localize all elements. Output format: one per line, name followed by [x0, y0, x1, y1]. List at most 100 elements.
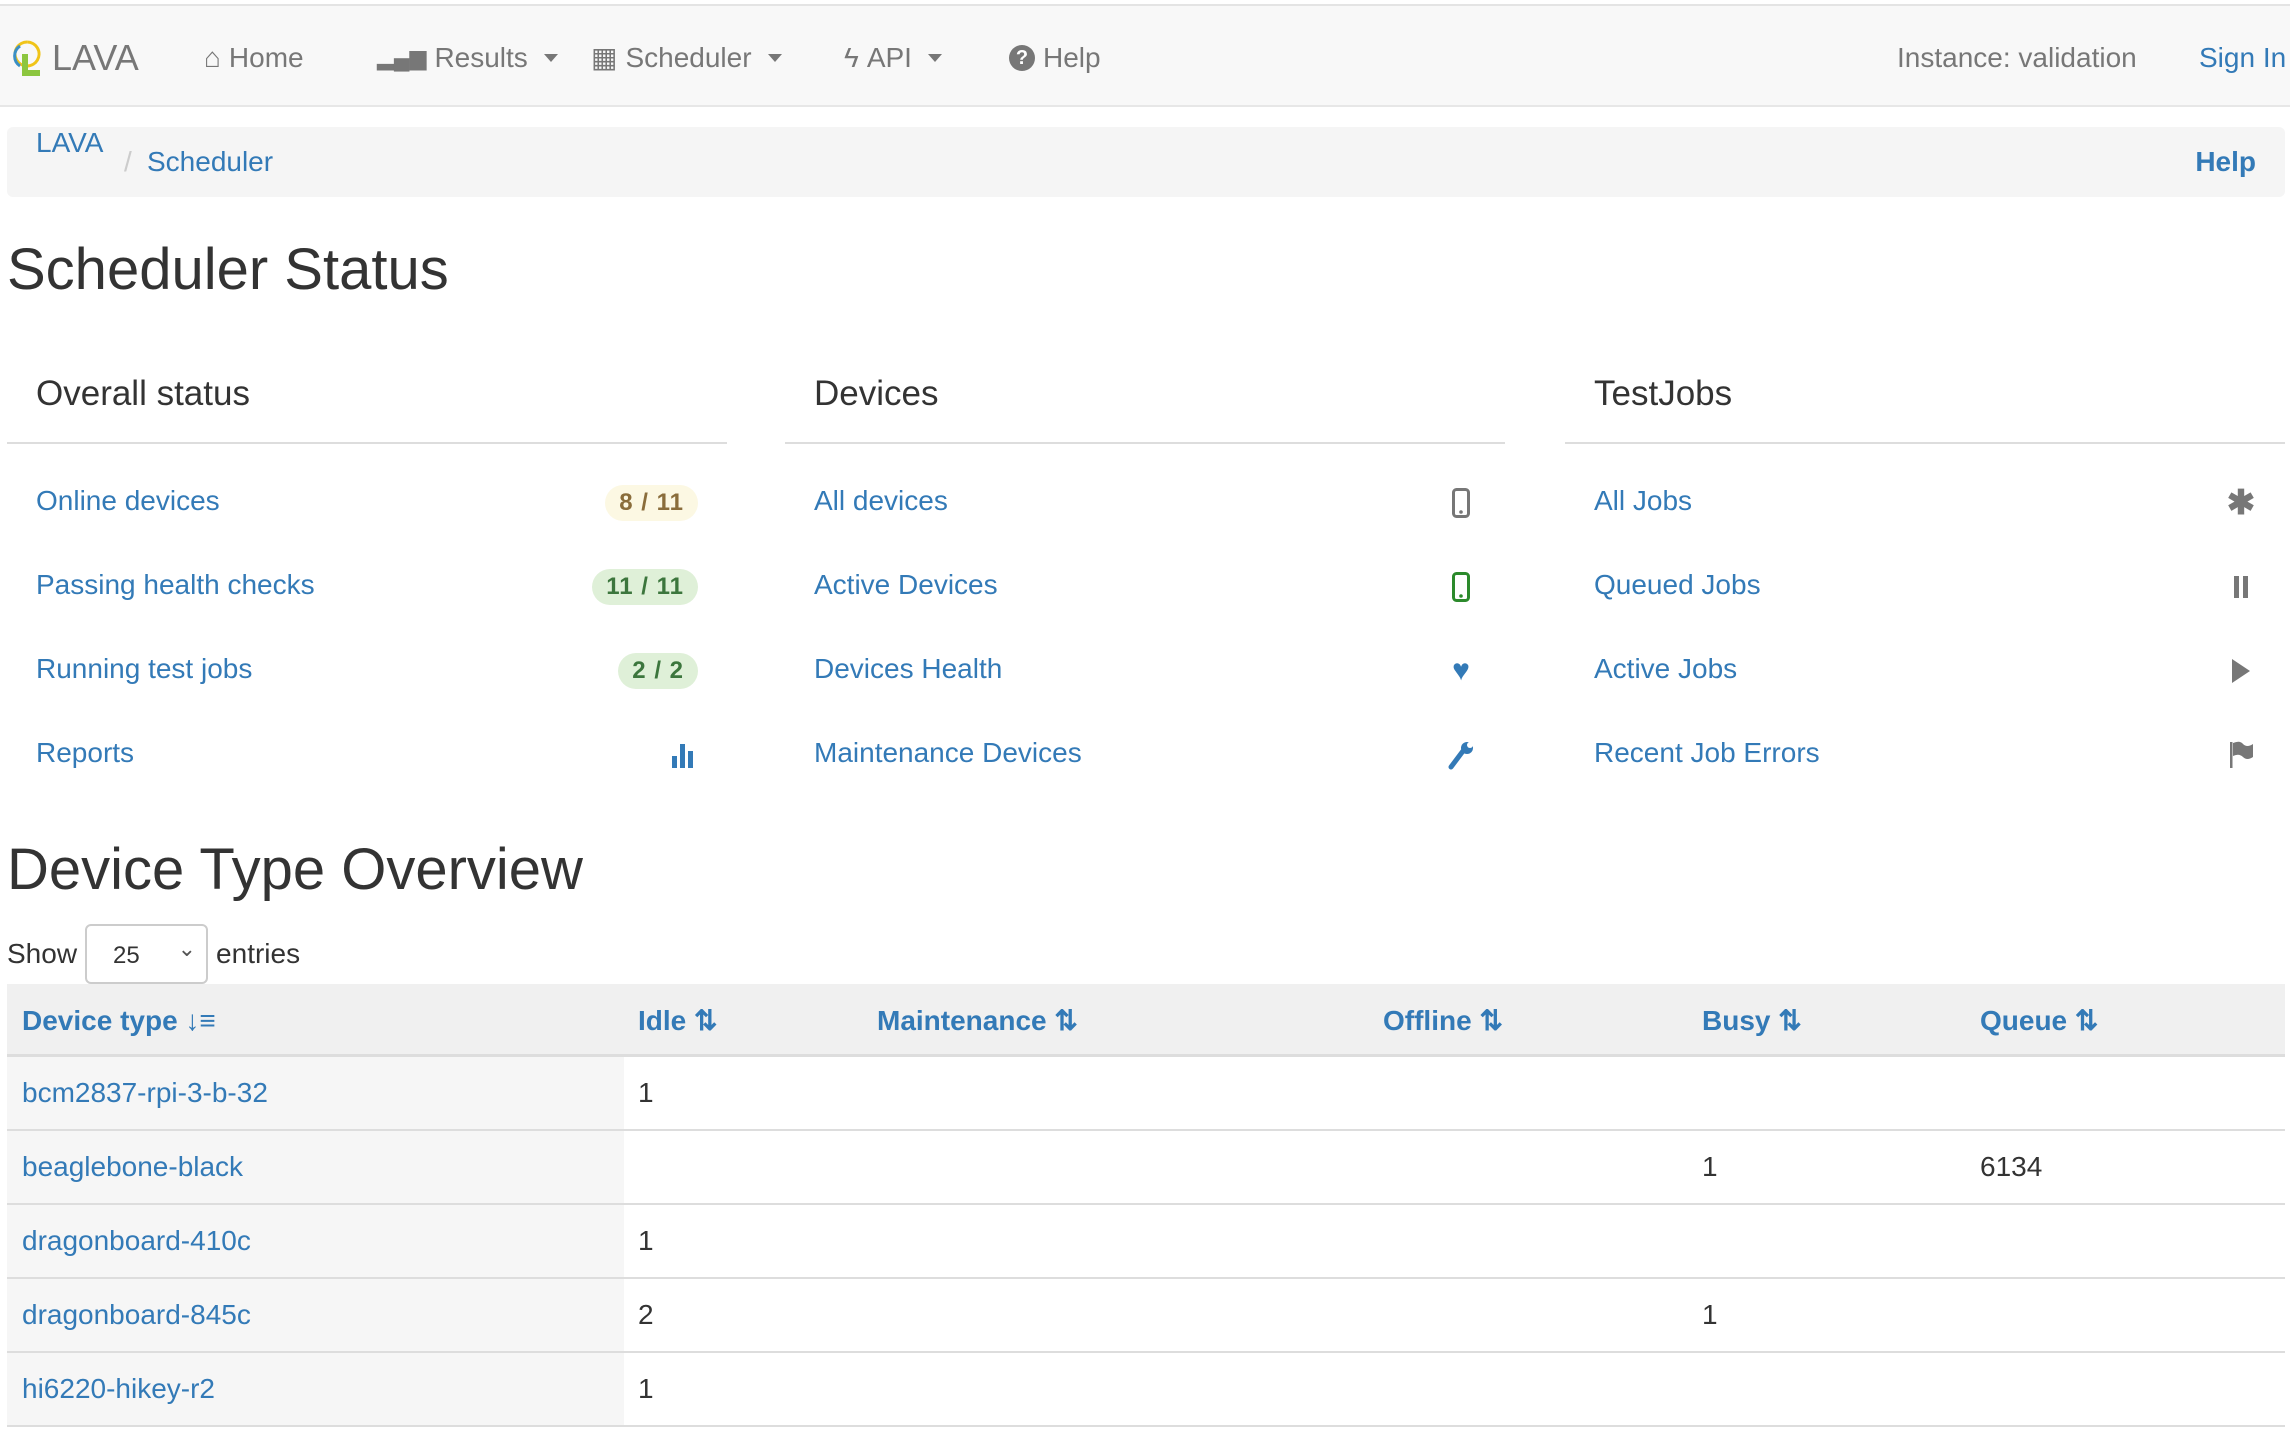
online-devices-row: Online devices 8 / 11	[7, 475, 727, 535]
testjobs-panel: TestJobs All Jobs ✱ Queued Jobs Active Jo…	[1565, 360, 2285, 768]
col-offline[interactable]: Offline ⇅	[1383, 984, 1503, 1057]
nav-home-label: Home	[228, 42, 304, 73]
show-label: Show	[7, 938, 78, 969]
brand-link[interactable]: LAVA	[10, 6, 139, 109]
phone-green-icon	[1446, 569, 1476, 605]
nav-scheduler-label: Scheduler	[625, 42, 752, 73]
sort-icon: ⇅	[1479, 1005, 1503, 1036]
all-devices-row: All devices	[785, 475, 1505, 535]
table-row: dragonboard-845c 2 1	[7, 1279, 2285, 1353]
running-jobs-badge: 2 / 2	[618, 653, 698, 689]
lava-logo-icon	[13, 40, 41, 76]
device-type-link[interactable]: beaglebone-black	[22, 1151, 244, 1182]
job-errors-row: Recent Job Errors	[1565, 727, 2285, 787]
col-label: Busy	[1702, 1005, 1771, 1036]
col-label: Device type	[22, 1005, 178, 1036]
active-devices-row: Active Devices	[785, 559, 1505, 619]
sort-asc-icon: ↓≡	[185, 1005, 216, 1036]
play-icon	[2226, 653, 2256, 689]
reports-link[interactable]: Reports	[36, 737, 135, 768]
queued-jobs-row: Queued Jobs	[1565, 559, 2285, 619]
device-type-link[interactable]: dragonboard-845c	[22, 1299, 251, 1330]
queued-jobs-link[interactable]: Queued Jobs	[1594, 569, 1761, 600]
home-icon: ⌂	[204, 42, 221, 73]
testjobs-heading: TestJobs	[1565, 360, 2285, 444]
nav-results[interactable]: ▂▄▆ Results	[377, 6, 558, 109]
active-devices-link[interactable]: Active Devices	[814, 569, 998, 600]
overall-status-heading: Overall status	[7, 360, 727, 444]
cell-idle: 1	[638, 1077, 654, 1108]
job-errors-link[interactable]: Recent Job Errors	[1594, 737, 1820, 768]
col-label: Maintenance	[877, 1005, 1047, 1036]
breadcrumb-help[interactable]: Help	[2195, 146, 2256, 177]
caret-down-icon	[543, 53, 558, 62]
sort-icon: ⇅	[1778, 1005, 1802, 1036]
nav-help[interactable]: ? Help	[1009, 6, 1101, 109]
col-maintenance[interactable]: Maintenance ⇅	[877, 984, 1078, 1057]
maintenance-devices-link[interactable]: Maintenance Devices	[814, 737, 1082, 768]
nav-help-label: Help	[1043, 42, 1101, 73]
col-queue[interactable]: Queue ⇅	[1980, 984, 2098, 1057]
cell-queue: 6134	[1980, 1151, 2043, 1182]
brand-text: LAVA	[52, 37, 139, 78]
active-jobs-row: Active Jobs	[1565, 643, 2285, 703]
col-busy[interactable]: Busy ⇅	[1702, 984, 1802, 1057]
sorted-column-bg	[7, 1057, 624, 1129]
cell-idle: 2	[638, 1299, 654, 1330]
table-header: Device type ↓≡ Idle ⇅ Maintenance ⇅ Offl…	[7, 984, 2285, 1057]
online-devices-link[interactable]: Online devices	[36, 485, 220, 516]
breadcrumb-scheduler[interactable]: Scheduler	[147, 146, 274, 177]
nav-scheduler[interactable]: ▦ Scheduler	[591, 6, 782, 109]
cell-idle: 1	[638, 1373, 654, 1404]
cell-busy: 1	[1702, 1151, 1718, 1182]
devices-health-link[interactable]: Devices Health	[814, 653, 1003, 684]
table-row: hi6220-hikey-r2 1	[7, 1353, 2285, 1427]
sign-in-link[interactable]: Sign In	[2199, 42, 2287, 73]
devices-heading: Devices	[785, 360, 1505, 444]
device-type-link[interactable]: dragonboard-410c	[22, 1225, 251, 1256]
col-idle[interactable]: Idle ⇅	[638, 984, 717, 1057]
cell-idle: 1	[638, 1225, 654, 1256]
sorted-column-bg	[7, 1205, 624, 1277]
active-jobs-link[interactable]: Active Jobs	[1594, 653, 1738, 684]
online-devices-badge: 8 / 11	[605, 485, 698, 521]
flag-icon	[2226, 737, 2256, 773]
entries-select[interactable]: 25 ⌄	[85, 924, 209, 984]
col-label: Queue	[1980, 1005, 2068, 1036]
page-title: Scheduler Status	[7, 237, 449, 302]
entries-length: Show 25 ⌄ entries	[7, 924, 300, 984]
device-type-link[interactable]: hi6220-hikey-r2	[22, 1373, 215, 1404]
sort-icon: ⇅	[1054, 1005, 1078, 1036]
all-devices-link[interactable]: All devices	[814, 485, 948, 516]
calendar-icon: ▦	[591, 42, 618, 73]
sort-icon: ⇅	[2074, 1005, 2099, 1036]
caret-down-icon	[767, 53, 782, 62]
devices-health-row: Devices Health ♥	[785, 643, 1505, 703]
cell-busy: 1	[1702, 1299, 1718, 1330]
device-type-table: Device type ↓≡ Idle ⇅ Maintenance ⇅ Offl…	[7, 984, 2285, 1427]
health-checks-link[interactable]: Passing health checks	[36, 569, 315, 600]
table-row: bcm2837-rpi-3-b-32 1	[7, 1057, 2285, 1131]
all-jobs-link[interactable]: All Jobs	[1594, 485, 1693, 516]
signal-icon: ▂▄▆	[377, 45, 427, 70]
nav-home[interactable]: ⌂ Home	[204, 6, 304, 109]
devices-panel: Devices All devices Active Devices Devic…	[785, 360, 1505, 770]
nav-api[interactable]: ϟ API	[844, 6, 942, 109]
overall-status-panel: Overall status Online devices 8 / 11 Pass…	[7, 360, 727, 768]
sorted-column-bg	[7, 1353, 624, 1425]
flash-icon: ϟ	[844, 42, 859, 73]
table-row: beaglebone-black 1 6134	[7, 1131, 2285, 1205]
col-label: Idle	[638, 1005, 687, 1036]
wrench-icon	[1446, 737, 1476, 773]
caret-down-icon	[927, 53, 942, 62]
col-device-type[interactable]: Device type ↓≡	[22, 984, 216, 1057]
running-jobs-link[interactable]: Running test jobs	[36, 653, 253, 684]
chevron-down-icon: ⌄	[177, 936, 197, 961]
breadcrumb-lava[interactable]: LAVA	[36, 127, 104, 158]
sorted-column-bg	[7, 1131, 624, 1203]
instance-label: Instance: validation	[1897, 42, 2137, 73]
question-circle-icon: ?	[1009, 44, 1035, 71]
device-type-link[interactable]: bcm2837-rpi-3-b-32	[22, 1077, 268, 1108]
overview-title: Device Type Overview	[7, 837, 583, 902]
pause-icon	[2226, 569, 2256, 605]
